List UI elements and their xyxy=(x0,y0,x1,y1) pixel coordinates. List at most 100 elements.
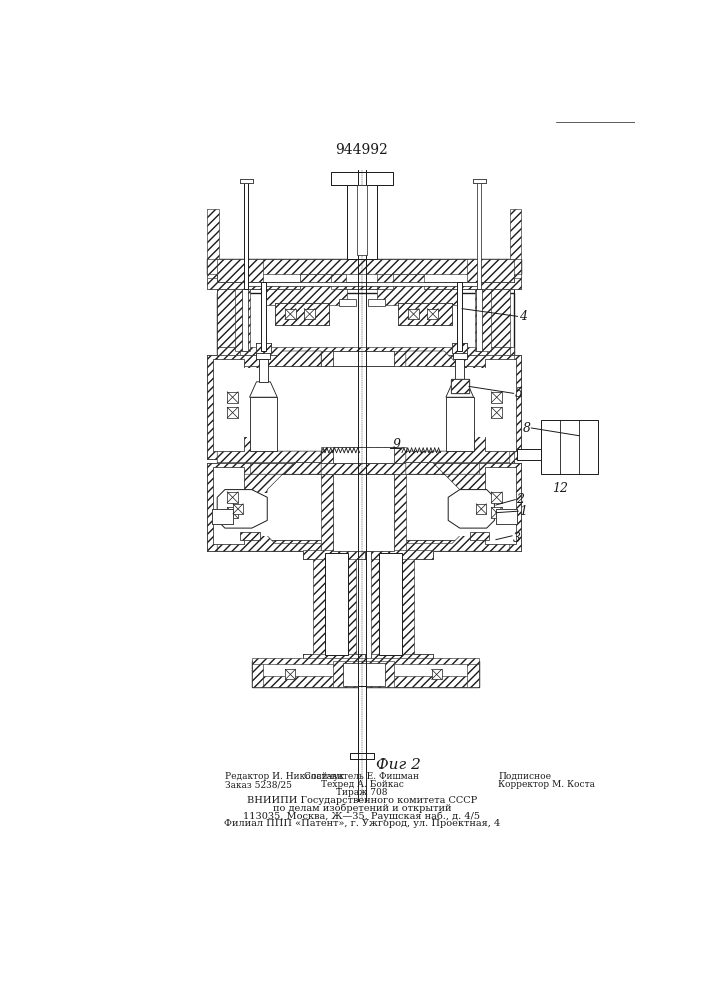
Text: 944992: 944992 xyxy=(336,143,388,157)
Polygon shape xyxy=(448,490,494,528)
Bar xyxy=(227,407,238,418)
Bar xyxy=(214,359,244,451)
Bar xyxy=(434,493,511,536)
Bar xyxy=(256,343,271,353)
Bar xyxy=(475,289,491,351)
Bar xyxy=(303,654,365,663)
Bar xyxy=(252,676,479,687)
Bar xyxy=(450,379,469,393)
Bar xyxy=(428,309,438,319)
Bar xyxy=(339,299,356,306)
Bar xyxy=(379,553,402,655)
Bar xyxy=(331,172,393,185)
Bar xyxy=(217,259,264,282)
Polygon shape xyxy=(378,274,423,305)
Bar xyxy=(321,351,406,366)
Bar xyxy=(207,355,250,459)
Bar xyxy=(450,379,469,393)
Bar xyxy=(217,540,514,551)
Bar xyxy=(285,309,296,319)
Bar xyxy=(256,343,271,353)
Bar xyxy=(250,397,277,451)
Bar xyxy=(212,509,233,524)
Bar xyxy=(252,658,479,664)
Text: 8: 8 xyxy=(522,422,530,434)
Bar xyxy=(217,451,514,463)
Bar xyxy=(207,259,521,274)
Polygon shape xyxy=(217,490,267,528)
Bar xyxy=(214,466,244,544)
Text: Техред А. Бойкас: Техред А. Бойкас xyxy=(320,780,404,789)
Bar xyxy=(217,493,294,536)
Bar xyxy=(496,509,518,524)
Bar xyxy=(346,182,378,259)
Bar xyxy=(476,289,482,351)
Text: 12: 12 xyxy=(552,482,568,495)
Bar xyxy=(518,449,541,460)
Bar xyxy=(351,753,373,759)
Bar xyxy=(371,550,433,559)
Bar xyxy=(467,661,479,687)
Bar xyxy=(261,282,266,351)
Bar xyxy=(331,172,393,185)
Bar xyxy=(207,463,250,551)
Bar xyxy=(240,179,252,183)
Text: 3: 3 xyxy=(513,532,521,545)
Bar xyxy=(217,463,514,551)
Bar xyxy=(479,355,521,459)
Bar xyxy=(485,466,516,544)
Bar xyxy=(371,654,433,663)
Bar xyxy=(477,504,486,514)
Bar xyxy=(491,507,502,518)
Bar xyxy=(275,303,329,325)
Bar xyxy=(304,309,315,319)
Bar xyxy=(212,509,233,524)
Bar xyxy=(496,509,518,524)
Bar xyxy=(313,551,356,659)
Text: Фиг 2: Фиг 2 xyxy=(375,758,421,772)
Bar xyxy=(333,447,395,463)
Text: 113035, Москва, Ж—35, Раушская наб., д. 4/5: 113035, Москва, Ж—35, Раушская наб., д. … xyxy=(243,811,481,821)
Bar xyxy=(479,355,521,459)
Bar xyxy=(217,259,514,282)
Bar xyxy=(227,492,238,503)
Bar xyxy=(242,289,248,351)
Bar xyxy=(371,654,433,663)
Text: Заказ 5238/25: Заказ 5238/25 xyxy=(225,780,292,789)
Bar xyxy=(217,451,514,463)
Text: 9: 9 xyxy=(393,438,401,451)
Bar xyxy=(259,359,268,382)
Bar xyxy=(368,299,385,306)
Bar xyxy=(452,353,467,359)
Bar xyxy=(217,540,514,551)
Bar xyxy=(257,353,270,359)
Bar xyxy=(233,504,243,514)
Bar xyxy=(371,551,414,659)
Polygon shape xyxy=(406,463,510,551)
Bar xyxy=(235,289,250,351)
Bar xyxy=(303,550,365,559)
Text: 1: 1 xyxy=(519,505,527,518)
Bar xyxy=(321,474,406,551)
Bar xyxy=(217,289,514,351)
Bar xyxy=(252,661,479,687)
Bar xyxy=(452,343,467,353)
Polygon shape xyxy=(250,382,277,397)
Bar xyxy=(491,392,502,403)
Bar xyxy=(485,359,516,451)
Bar xyxy=(207,259,521,274)
Bar xyxy=(207,209,218,289)
Bar xyxy=(240,532,259,540)
Text: Филиал ППП «Патент», г. Ужгород, ул. Проектная, 4: Филиал ППП «Патент», г. Ужгород, ул. Про… xyxy=(224,819,500,828)
Bar xyxy=(486,289,510,351)
Bar xyxy=(217,289,240,351)
Bar xyxy=(207,278,521,289)
Bar xyxy=(303,654,365,663)
Text: Корректор М. Коста: Корректор М. Коста xyxy=(498,780,595,789)
Bar xyxy=(333,351,395,366)
Text: 2: 2 xyxy=(516,493,524,506)
Text: Подписное: Подписное xyxy=(498,772,551,781)
Text: ВНИИПИ Государственного комитета СССР: ВНИИПИ Государственного комитета СССР xyxy=(247,796,477,805)
Bar xyxy=(217,347,240,359)
Bar xyxy=(207,355,250,459)
